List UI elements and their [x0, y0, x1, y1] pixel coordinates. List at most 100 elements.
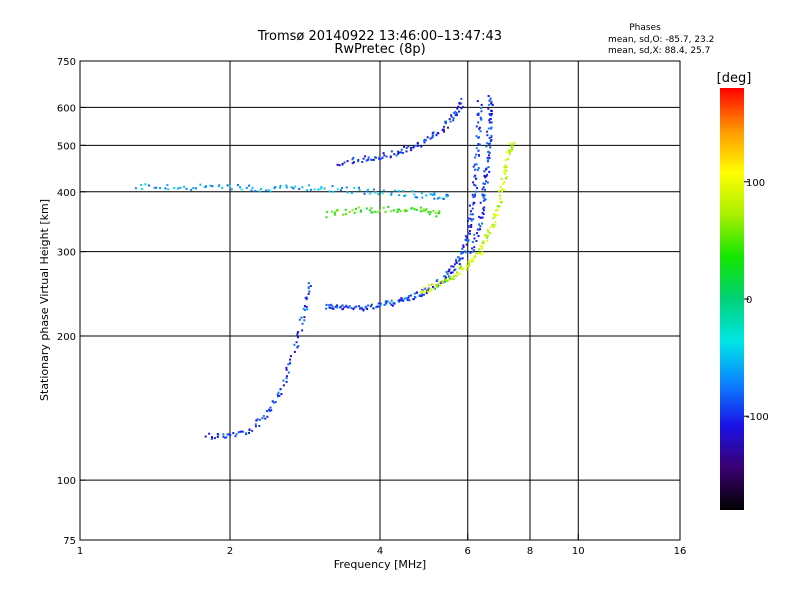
data-point — [254, 423, 257, 426]
data-point — [483, 170, 486, 173]
data-point — [277, 395, 279, 398]
data-point — [226, 184, 229, 187]
data-point — [432, 193, 435, 196]
data-point — [482, 182, 485, 185]
data-point — [240, 188, 243, 191]
data-point — [340, 305, 342, 308]
data-point — [479, 228, 481, 231]
data-point — [461, 268, 464, 270]
data-point — [286, 375, 288, 378]
data-point — [423, 287, 426, 290]
data-point — [262, 415, 265, 417]
data-point — [222, 433, 225, 436]
data-point — [290, 186, 293, 189]
data-point — [478, 223, 480, 226]
data-point — [285, 380, 288, 383]
data-point — [456, 114, 458, 117]
data-point — [424, 139, 427, 142]
data-point — [496, 205, 499, 207]
data-point — [317, 188, 320, 191]
data-point — [471, 260, 473, 263]
data-point — [398, 300, 401, 303]
data-point — [457, 105, 460, 108]
data-point — [488, 99, 491, 102]
data-point — [485, 145, 488, 148]
data-point — [478, 143, 481, 146]
data-point — [367, 304, 370, 307]
data-point — [469, 210, 472, 213]
data-point — [472, 218, 475, 221]
data-point — [357, 206, 360, 209]
data-point — [251, 186, 254, 189]
data-point — [447, 194, 449, 197]
data-point — [403, 297, 406, 300]
data-point — [500, 201, 503, 204]
data-point — [429, 193, 432, 196]
colorbar-ticks: -100 0 100 — [744, 178, 769, 423]
data-point — [455, 261, 458, 264]
data-point — [484, 183, 486, 185]
data-point — [487, 127, 490, 130]
data-point — [473, 195, 476, 198]
data-point — [261, 417, 264, 420]
data-point — [485, 180, 487, 183]
data-point — [431, 134, 434, 137]
data-point — [466, 264, 469, 267]
data-point — [393, 302, 396, 305]
data-point — [490, 136, 493, 139]
y-tick-label: 200 — [57, 332, 76, 343]
data-point — [265, 189, 268, 192]
data-point — [477, 149, 480, 152]
data-point — [398, 151, 400, 154]
data-point — [372, 188, 375, 191]
data-point — [392, 209, 395, 212]
data-point — [469, 232, 471, 235]
data-point — [265, 410, 268, 413]
data-point — [362, 157, 365, 160]
data-point — [473, 246, 476, 249]
data-point — [256, 418, 259, 421]
data-point — [458, 110, 461, 113]
data-point — [452, 119, 455, 122]
data-point — [302, 307, 305, 310]
data-point — [400, 297, 403, 300]
data-point — [490, 121, 493, 124]
colorbar-gradient — [720, 88, 744, 510]
data-point — [297, 331, 300, 334]
data-point — [392, 302, 395, 304]
data-point — [167, 188, 170, 191]
data-point — [353, 211, 356, 214]
data-point — [466, 239, 469, 242]
data-point — [485, 167, 488, 170]
data-point — [419, 206, 422, 209]
data-point — [479, 225, 482, 228]
data-point — [332, 190, 335, 193]
data-point — [345, 305, 348, 308]
data-point — [248, 184, 251, 187]
data-point — [511, 148, 514, 151]
data-point — [494, 221, 497, 224]
data-point — [480, 103, 483, 106]
data-point — [473, 237, 476, 240]
data-point — [282, 379, 285, 382]
data-point — [155, 186, 158, 189]
data-point — [456, 271, 459, 274]
data-point — [436, 279, 439, 281]
data-point — [400, 299, 403, 302]
data-point — [499, 197, 502, 200]
data-point — [352, 156, 355, 159]
data-point — [269, 406, 272, 409]
data-point — [494, 215, 497, 218]
data-point — [211, 436, 213, 439]
data-point — [476, 100, 479, 103]
data-point — [336, 304, 339, 307]
data-point — [481, 241, 484, 244]
data-point — [360, 306, 363, 309]
data-point — [467, 232, 470, 235]
data-point — [489, 97, 492, 100]
data-point — [452, 117, 455, 120]
data-point — [413, 292, 416, 295]
data-point — [374, 191, 377, 194]
data-point — [495, 209, 497, 212]
phases-x-stats: mean, sd,X: 88.4, 25.7 — [608, 46, 710, 56]
